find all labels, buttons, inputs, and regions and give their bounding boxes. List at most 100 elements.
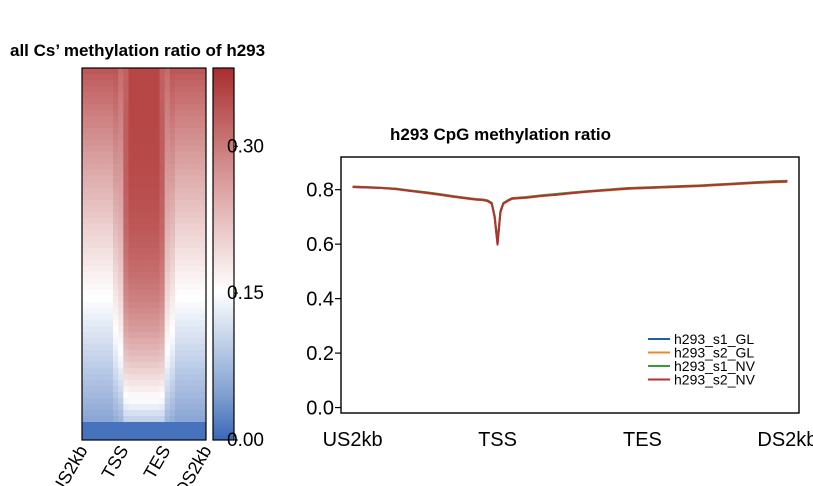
heatmap-cell <box>195 398 202 405</box>
heatmap-cell <box>87 362 93 369</box>
heatmap-cell <box>113 260 119 267</box>
heatmap-cell <box>97 134 104 141</box>
heatmap-cell <box>149 200 155 207</box>
heatmap-cell <box>185 434 191 441</box>
heatmap-cell <box>97 236 104 243</box>
heatmap-cell <box>113 158 119 165</box>
heatmap-cell <box>82 164 88 171</box>
heatmap-cell <box>113 338 119 345</box>
heatmap-cell <box>169 398 176 405</box>
heatmap-cell <box>102 68 109 75</box>
heatmap-cell <box>128 338 135 345</box>
heatmap-cell <box>123 158 129 165</box>
heatmap-cell <box>200 80 207 87</box>
heatmap-cell <box>92 176 98 183</box>
heatmap-cell <box>107 128 114 135</box>
heatmap-cell <box>123 338 129 345</box>
heatmap-cell <box>87 68 93 75</box>
heatmap-cell <box>128 254 135 261</box>
heatmap-cell <box>185 236 191 243</box>
heatmap-cell <box>195 146 202 153</box>
heatmap-cell <box>113 218 119 225</box>
heatmap-cell <box>138 122 145 129</box>
heatmap-cell <box>113 302 119 309</box>
heatmap-cell <box>102 338 109 345</box>
heatmap-cell <box>190 284 197 291</box>
heatmap-cell <box>133 344 140 351</box>
heatmap-cell <box>154 398 160 405</box>
heatmap-cell <box>149 206 155 213</box>
heatmap-cell <box>123 356 129 363</box>
heatmap-cell <box>133 188 140 195</box>
heatmap-cell <box>92 170 98 177</box>
heatmap-cell <box>97 254 104 261</box>
heatmap-cell <box>169 242 176 249</box>
heatmap-cell <box>107 284 114 291</box>
heatmap-cell <box>175 314 181 321</box>
heatmap-cell <box>92 386 98 393</box>
heatmap-cell <box>113 326 119 333</box>
heatmap-cell <box>113 212 119 219</box>
heatmap-cell <box>82 278 88 285</box>
heatmap-cell <box>154 290 160 297</box>
heatmap-cell <box>107 242 114 249</box>
heatmap-cell <box>195 404 202 411</box>
heatmap-cell <box>107 122 114 129</box>
heatmap-cell <box>113 92 119 99</box>
heatmap-cell <box>107 374 114 381</box>
heatmap-cell <box>185 392 191 399</box>
heatmap-cell <box>123 362 129 369</box>
heatmap-cell <box>200 326 207 333</box>
heatmap-cell <box>123 164 129 171</box>
heatmap-cell <box>123 260 129 267</box>
heatmap-cell <box>82 146 88 153</box>
heatmap-cell <box>92 242 98 249</box>
heatmap-cell <box>123 308 129 315</box>
heatmap-cell <box>82 266 88 273</box>
heatmap-cell <box>200 428 207 435</box>
heatmap-cell <box>138 434 145 441</box>
heatmap-cell <box>82 236 88 243</box>
heatmap-cell <box>113 110 119 117</box>
heatmap-cell <box>149 158 155 165</box>
heatmap-cell <box>107 86 114 93</box>
heatmap-cell <box>159 410 166 417</box>
heatmap-cell <box>87 92 93 99</box>
heatmap-cell <box>200 152 207 159</box>
heatmap-cell <box>175 266 181 273</box>
heatmap-cell <box>169 320 176 327</box>
heatmap-cell <box>128 194 135 201</box>
heatmap-cell <box>138 86 145 93</box>
heatmap-cell <box>87 380 93 387</box>
heatmap-cell <box>190 206 197 213</box>
heatmap-cell <box>97 416 104 423</box>
heatmap-cell <box>97 260 104 267</box>
heatmap-cell <box>87 170 93 177</box>
heatmap-cell <box>164 92 171 99</box>
heatmap-cell <box>159 152 166 159</box>
heatmap-cell <box>169 410 176 417</box>
legend-label: h293_s2_GL <box>674 345 754 361</box>
heatmap-cell <box>107 434 114 441</box>
heatmap-cell <box>200 224 207 231</box>
heatmap-cell <box>133 116 140 123</box>
heatmap-cell <box>154 110 160 117</box>
heatmap-cell <box>92 86 98 93</box>
heatmap-cell <box>159 278 166 285</box>
heatmap-cell <box>92 236 98 243</box>
heatmap-cell <box>118 398 124 405</box>
heatmap-cell <box>87 386 93 393</box>
heatmap-cell <box>118 332 124 339</box>
heatmap-cell <box>200 278 207 285</box>
heatmap-cell <box>180 182 186 189</box>
heatmap-cell <box>123 254 129 261</box>
heatmap-cell <box>82 368 88 375</box>
heatmap-cell <box>169 332 176 339</box>
heatmap-cell <box>159 128 166 135</box>
heatmap-cell <box>195 104 202 111</box>
heatmap-cell <box>154 68 160 75</box>
series-line-h293_s2_NV <box>352 180 788 246</box>
heatmap-cell <box>118 302 124 309</box>
heatmap-cell <box>102 218 109 225</box>
heatmap-cell <box>133 182 140 189</box>
